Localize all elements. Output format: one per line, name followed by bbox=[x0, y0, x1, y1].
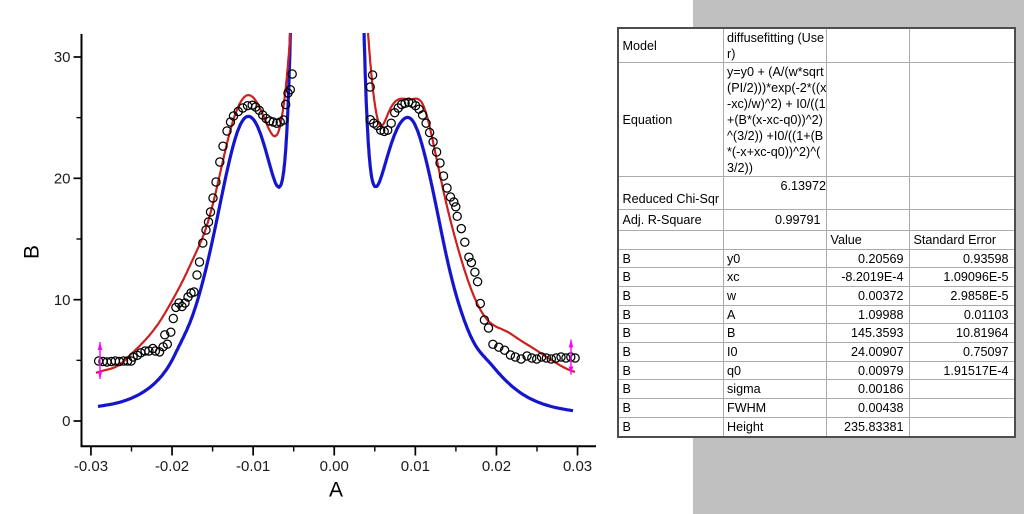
svg-text:0.00: 0.00 bbox=[320, 458, 349, 475]
svg-text:-0.01: -0.01 bbox=[236, 458, 270, 475]
svg-text:10: 10 bbox=[54, 292, 71, 309]
svg-text:20: 20 bbox=[54, 171, 71, 188]
svg-text:-0.03: -0.03 bbox=[74, 458, 108, 475]
svg-text:0.02: 0.02 bbox=[482, 458, 511, 475]
svg-text:-0.02: -0.02 bbox=[155, 458, 189, 475]
svg-text:0: 0 bbox=[62, 413, 70, 430]
svg-text:30: 30 bbox=[54, 49, 71, 66]
svg-text:0.01: 0.01 bbox=[401, 458, 430, 475]
svg-text:B: B bbox=[21, 245, 44, 259]
svg-text:A: A bbox=[329, 479, 343, 502]
svg-text:0.03: 0.03 bbox=[563, 458, 592, 475]
